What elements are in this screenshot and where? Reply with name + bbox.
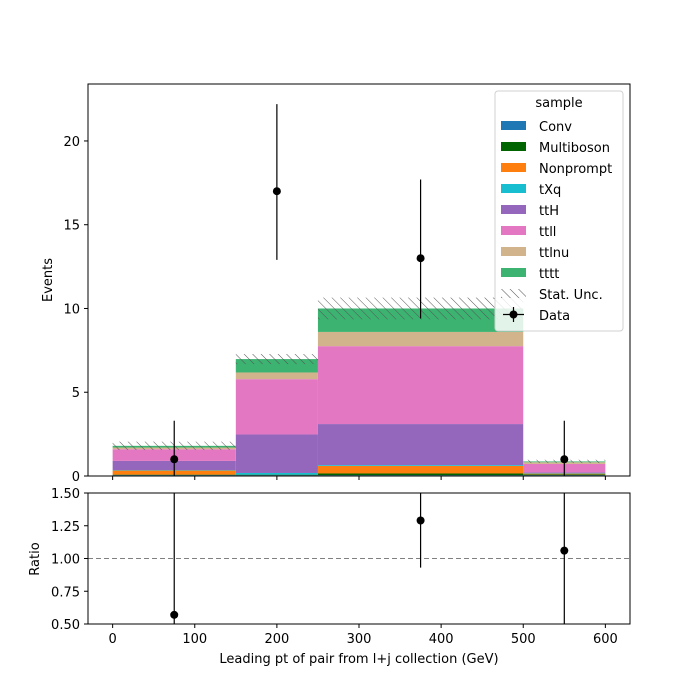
legend-label-ttll: ttll: [539, 225, 556, 240]
bar-ttlnu-bin1: [235, 372, 318, 380]
stacked-bars: [112, 308, 606, 476]
legend-label-stat-unc: Stat. Unc.: [539, 288, 603, 303]
ratio-point-1: [416, 516, 425, 525]
x-axis-label: Leading pt of pair from l+j collection (…: [219, 652, 498, 667]
data-point-1: [272, 187, 281, 196]
data-points: [170, 104, 569, 476]
legend-swatch-stat-unc: [501, 289, 526, 298]
legend-swatch-nonprompt: [501, 163, 526, 172]
ratio-x-tick-label-6: 600: [593, 632, 618, 647]
data-point-3: [560, 455, 569, 464]
legend-label-ttlnu: ttlnu: [539, 246, 569, 261]
legend-label-tttt: tttt: [539, 267, 559, 282]
legend-swatch-tth: [501, 205, 526, 214]
bar-txq-bin1: [235, 472, 318, 475]
bar-ttlnu-bin2: [317, 331, 524, 347]
data-point-0: [170, 455, 179, 464]
main-y-tick-label-3: 15: [63, 219, 80, 234]
bar-tth-bin2: [317, 424, 524, 466]
main-y-label: Events: [41, 258, 56, 302]
ratio-x-tick-label-3: 300: [347, 632, 372, 647]
main-y-tick-label-1: 5: [72, 386, 80, 401]
bar-nonprompt-bin2: [317, 465, 524, 474]
legend-swatch-ttlnu: [501, 247, 526, 256]
legend-title: sample: [535, 96, 582, 111]
stat-unc-band-bin1: [235, 354, 318, 365]
ratio-x-ticks: 0 100 200 300 400 500 600: [108, 624, 618, 647]
data-point-2: [416, 254, 425, 263]
ratio-panel: 0 100 200 300 400 500 600 0.50 0.75 1.00 1.25 1.50…: [28, 487, 631, 667]
ratio-x-tick-label-0: 0: [108, 632, 116, 647]
legend-swatch-ttll: [501, 226, 526, 235]
main-y-ticks: 0 5 10 15 20: [63, 135, 88, 485]
main-y-tick-label-2: 10: [63, 302, 80, 317]
bar-ttll-bin2: [317, 346, 524, 425]
bar-multiboson-bin1: [235, 474, 318, 476]
ratio-y-tick-label-1: 0.75: [51, 585, 80, 600]
ratio-x-tick-label-1: 100: [182, 632, 207, 647]
ratio-x-tick-label-2: 200: [264, 632, 289, 647]
legend-label-multiboson: Multiboson: [539, 141, 610, 156]
legend-label-txq: tXq: [539, 183, 561, 198]
ratio-y-tick-label-3: 1.25: [51, 520, 80, 535]
ratio-y-tick-label-4: 1.50: [51, 487, 80, 502]
bar-txq-bin2: [317, 465, 524, 466]
legend-label-tth: ttH: [539, 204, 559, 219]
bar-multiboson-bin2: [317, 473, 524, 476]
legend-swatch-multiboson: [501, 142, 526, 151]
ratio-point-2: [560, 546, 569, 555]
ratio-x-tick-label-5: 500: [511, 632, 536, 647]
legend-swatch-tttt: [501, 268, 526, 277]
bar-tth-bin1: [235, 434, 318, 473]
ratio-y-tick-label-2: 1.00: [51, 553, 80, 568]
legend-swatch-conv: [501, 121, 526, 130]
legend-box: [494, 90, 624, 332]
ratio-y-tick-label-0: 0.50: [51, 618, 80, 633]
main-y-tick-label-0: 0: [72, 470, 80, 485]
bar-ttll-bin1: [235, 379, 318, 435]
ratio-point-0: [170, 610, 179, 619]
main-y-tick-label-4: 20: [63, 135, 80, 150]
main-panel: 0 5 10 15 20 Events sample Conv Multiboson Nonp…: [41, 83, 631, 485]
legend-label-conv: Conv: [539, 120, 572, 135]
legend-swatch-data-marker: [509, 310, 518, 319]
legend: sample Conv Multiboson Nonprompt tXq ttH ttll t…: [494, 90, 624, 332]
legend-swatch-txq: [501, 184, 526, 193]
ratio-points: [170, 493, 569, 624]
legend-label-nonprompt: Nonprompt: [539, 162, 612, 177]
main-x-ticks: [112, 476, 606, 480]
ratio-x-tick-label-4: 400: [429, 632, 454, 647]
ratio-y-label: Ratio: [28, 542, 43, 575]
legend-label-data: Data: [539, 309, 570, 324]
ratio-y-ticks: 0.50 0.75 1.00 1.25 1.50: [51, 487, 88, 633]
